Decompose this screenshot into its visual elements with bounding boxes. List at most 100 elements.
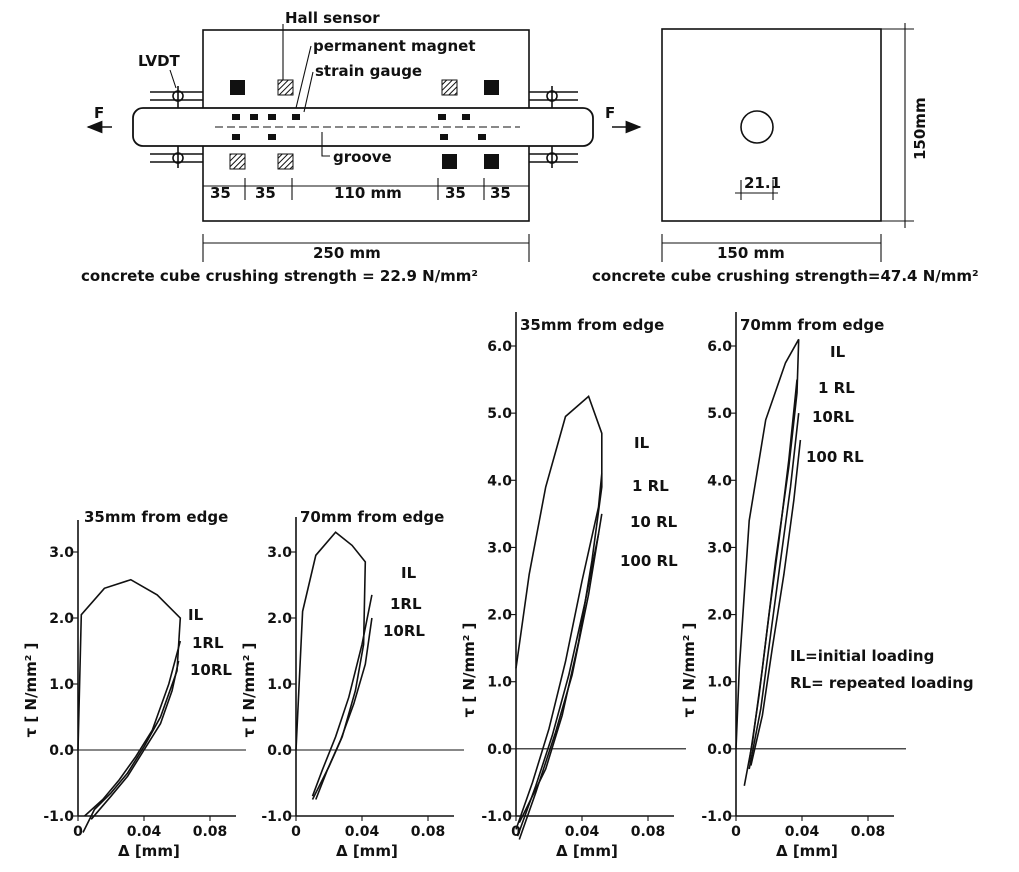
y-axis-label: τ [ N/mm² ] [22,643,40,738]
y-tick-label: 3.0 [49,545,74,561]
y-tick-label: 1.0 [49,677,74,693]
chart-4: -1.0 0.0 1.0 2.0 3.0 4.0 5.0 6.0 0 0.04 0.08 70mm f… [680,312,906,860]
series-line-2 [315,617,373,800]
x-axis-label: Δ [mm] [336,842,398,860]
x-tick-label: 0.08 [411,824,446,840]
y-tick-label: 1.0 [707,675,732,691]
y-tick-label: -1.0 [43,809,74,825]
chart-title: 70mm from edge [300,508,444,526]
y-axis-label: τ [ N/mm² ] [240,643,258,738]
series-line-0 [77,578,182,833]
hall-sensor-square [277,153,294,170]
x-tick-label: 0.04 [565,824,600,840]
strain-gauge-label: strain gauge [315,62,422,80]
x-tick-label: 0.04 [785,824,820,840]
y-axis-label: τ [ N/mm² ] [680,623,698,718]
y-tick-label: 6.0 [487,339,512,355]
y-tick-label: 4.0 [487,473,512,489]
series-label: 1RL [192,634,224,652]
series-line-2 [516,533,600,837]
y-tick-label: 3.0 [267,545,292,561]
y-tick-label: 0.0 [707,742,732,758]
series-line-1 [84,640,182,817]
force-label-right: F [605,104,615,122]
specimen-250-diagram: F F Hall sensor permanent magnet strain … [81,9,642,285]
x-axis-label: Δ [mm] [556,842,618,860]
dim-35: 35 [210,184,231,202]
magnet-square [484,154,499,169]
series-line-1 [515,473,603,830]
hall-sensor-square [229,153,246,170]
legend-rl: RL= repeated loading [790,674,974,692]
y-tick-label: 1.0 [267,677,292,693]
y-tick-label: 3.0 [707,540,732,556]
series-line-1 [311,594,373,797]
series-label: 100 RL [806,448,864,466]
series-line-0 [735,338,800,786]
y-tick-label: 5.0 [707,406,732,422]
hall-sensor-square [277,79,294,96]
series-line-3 [750,439,802,766]
y-tick-label: 2.0 [707,608,732,624]
series-line-1 [748,379,798,763]
y-tick-label: 0.0 [267,743,292,759]
lvdt-clamp-left [150,86,203,168]
magnet-square [484,80,499,95]
force-label-left: F [94,104,104,122]
x-axis-label: Δ [mm] [118,842,180,860]
hall-sensor-label: Hall sensor [285,9,380,27]
series-line-2 [748,413,800,770]
legend-il: IL=initial loading [790,647,934,665]
series-label: IL [634,434,650,452]
series-label: IL [830,343,846,361]
dim-35: 35 [255,184,276,202]
x-tick-label: 0 [73,824,83,840]
bar-cross-section [740,110,774,144]
y-tick-label: 4.0 [707,473,732,489]
y-tick-label: 0.0 [487,742,512,758]
chart-3: -1.0 0.0 1.0 2.0 3.0 4.0 5.0 6.0 0 0.04 0.08 35mm f… [460,312,686,860]
dim-110: 110 mm [334,184,402,202]
magnet-square [442,154,457,169]
y-tick-label: 6.0 [707,339,732,355]
lvdt-label: LVDT [138,52,181,70]
series-line-2 [90,660,180,820]
series-line-3 [518,513,603,840]
chart-2: -1.0 0.0 1.0 2.0 3.0 0 0.04 0.08 70mm from edge Δ… [240,508,464,860]
series-label: IL [188,606,204,624]
strength-right: concrete cube crushing strength=47.4 N/m… [592,267,979,285]
y-axis-label: τ [ N/mm² ] [460,623,478,718]
y-tick-label: -1.0 [701,809,732,825]
y-tick-label: -1.0 [261,809,292,825]
lvdt-clamp-right [529,86,578,168]
y-tick-label: 2.0 [267,611,292,627]
y-tick-label: 0.0 [49,743,74,759]
series-label: 10RL [383,622,425,640]
magnet-square [230,80,245,95]
y-tick-label: 1.0 [487,675,512,691]
series-label: IL [401,564,417,582]
x-tick-label: 0 [511,824,521,840]
x-tick-label: 0 [731,824,741,840]
x-tick-label: 0.04 [345,824,380,840]
strain-gauges [232,114,486,140]
series-label: 1RL [390,595,422,613]
hall-sensor-square [441,79,458,96]
dim-21-1: 21.1 [744,174,781,192]
chart-title: 35mm from edge [520,316,664,334]
dim-150mm: 150 mm [717,244,785,262]
series-label: 1 RL [818,379,855,397]
cube-150-diagram: 150mm 21.1 150 mm concrete cube crushing… [592,23,979,285]
y-tick-label: 5.0 [487,406,512,422]
dim-35: 35 [490,184,511,202]
cube-outline [661,28,882,222]
x-tick-label: 0 [291,824,301,840]
series-label: 100 RL [620,552,678,570]
charts-group: -1.0 0.0 1.0 2.0 3.0 0 0.04 0.08 35mm from edge Δ… [22,312,906,860]
dim-250: 250 mm [313,244,381,262]
groove-label: groove [333,148,392,166]
dim-35: 35 [445,184,466,202]
y-tick-label: -1.0 [481,809,512,825]
series-line-0 [515,395,603,824]
